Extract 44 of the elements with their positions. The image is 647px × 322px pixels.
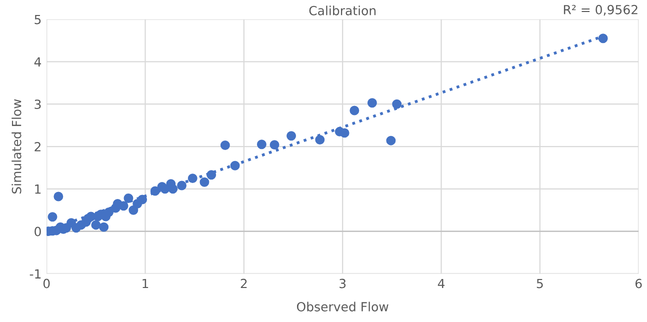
point: [104, 207, 114, 217]
point: [340, 128, 350, 138]
point: [220, 140, 230, 150]
point: [54, 192, 64, 202]
point: [598, 34, 608, 44]
point: [392, 99, 402, 109]
point: [138, 194, 148, 204]
x-axis-title: Observed Flow: [296, 302, 388, 312]
x-tick-label: 5: [536, 278, 543, 288]
x-tick-label: 6: [635, 278, 642, 288]
y-tick-label: 2: [34, 142, 40, 152]
y-tick-label: 4: [34, 57, 42, 66]
x-tick-label: 4: [438, 278, 445, 288]
text: R² = 0,9562: [564, 4, 638, 16]
y-axis-title: Simulated Flow: [12, 99, 22, 194]
point: [188, 174, 198, 184]
point: [177, 180, 187, 190]
point: [168, 184, 178, 194]
point: [315, 134, 325, 144]
point: [124, 193, 134, 203]
y-tick-label: -1: [30, 269, 41, 278]
y-tick-label: 1: [35, 184, 41, 194]
y-tick-label: 0: [34, 226, 41, 236]
point: [367, 98, 377, 108]
point: [286, 131, 296, 141]
point: [150, 186, 160, 196]
point: [99, 222, 109, 232]
x-tick-label: 2: [240, 278, 247, 288]
point: [230, 160, 240, 170]
chart-title: Calibration: [309, 6, 376, 16]
point: [270, 140, 280, 150]
x-tick-label: 0: [43, 278, 50, 288]
x-tick-label: 3: [340, 278, 346, 288]
point: [48, 212, 58, 222]
point: [91, 220, 101, 230]
point: [206, 170, 216, 180]
x-tick-label: 1: [142, 278, 148, 288]
y-tick-label: 3: [34, 100, 41, 110]
point: [200, 177, 210, 187]
point: [118, 201, 128, 211]
point: [256, 140, 266, 150]
point: [386, 136, 396, 146]
point: [350, 106, 360, 116]
y-tick-label: 5: [34, 14, 41, 24]
